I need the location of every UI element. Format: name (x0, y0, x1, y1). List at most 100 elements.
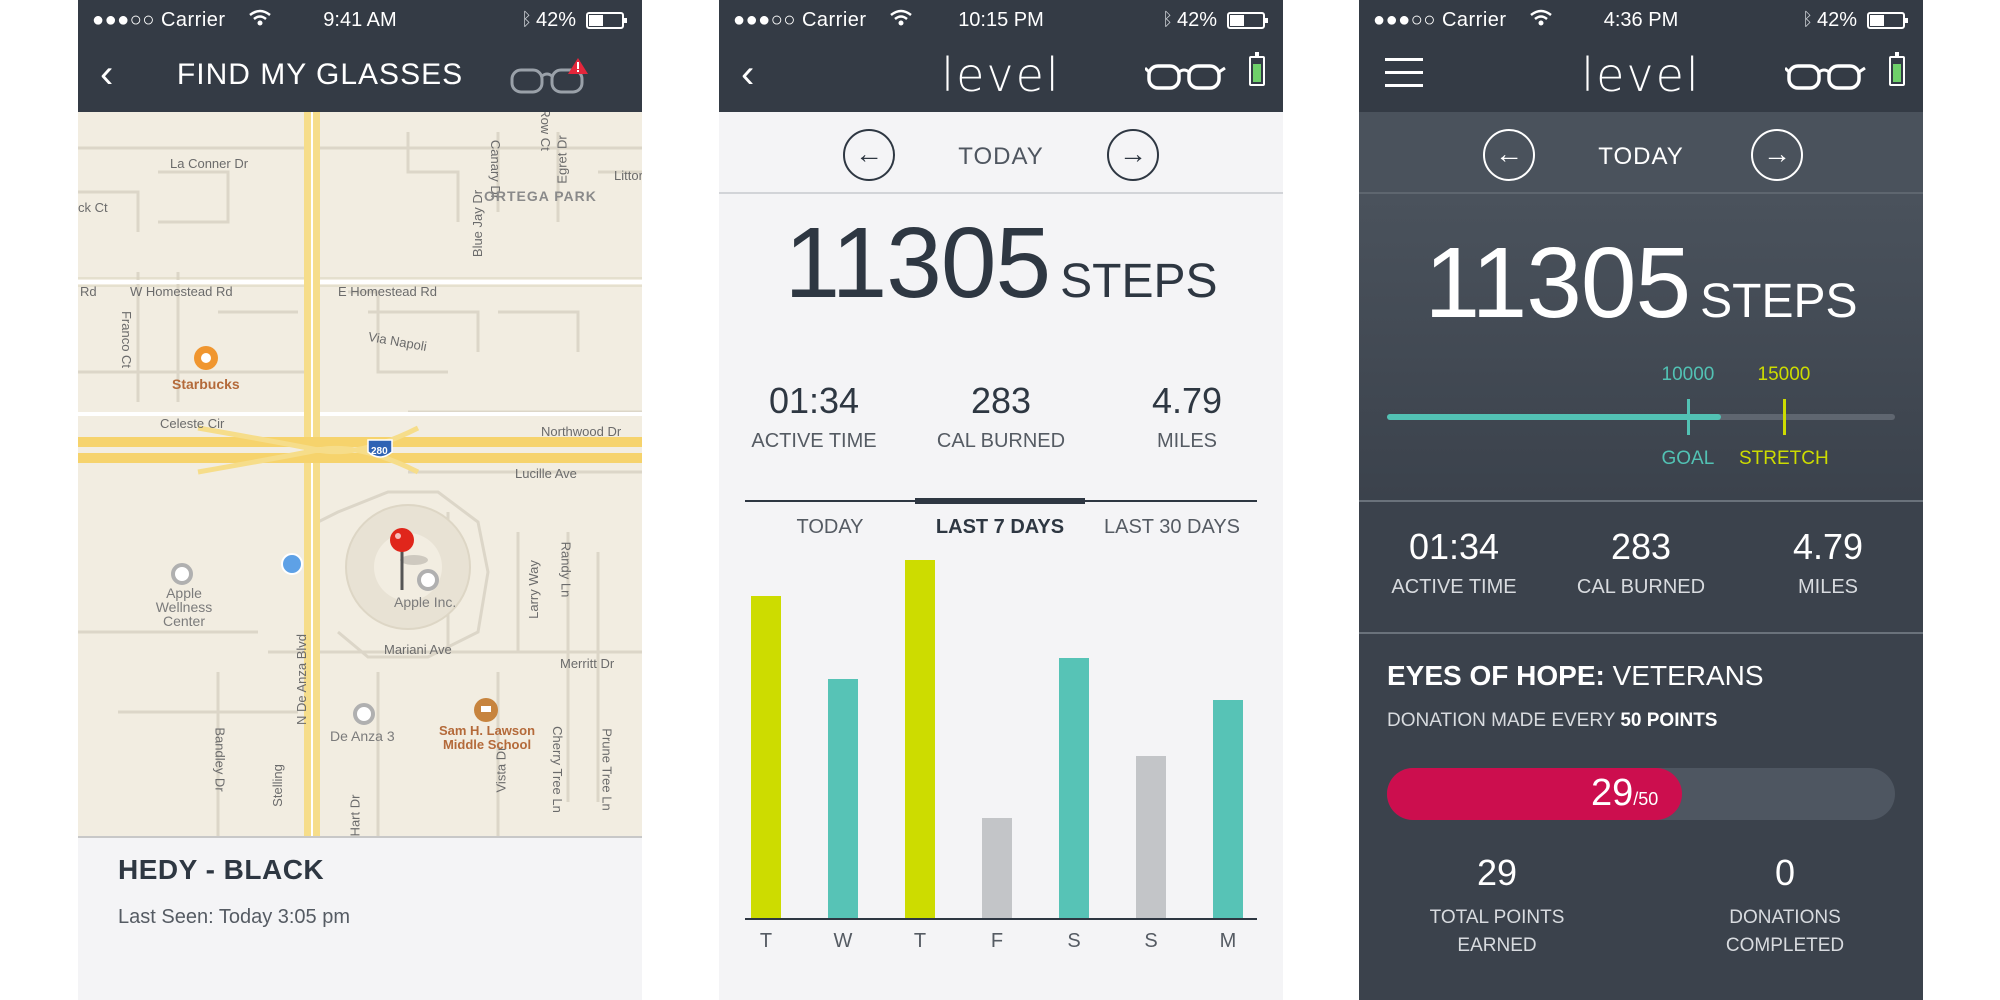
stat-label: ACTIVE TIME (1391, 576, 1517, 598)
stat-value: 01:34 (768, 380, 860, 421)
street-label: Lucille Ave (515, 466, 577, 481)
total-points-earned: 29 TOTAL POINTS EARNED (1387, 852, 1607, 960)
poi-label-starbucks[interactable]: Starbucks (172, 376, 240, 392)
street-label: Egret Dr (554, 135, 570, 184)
chart-bar[interactable] (828, 679, 858, 918)
stat-calories: 283 CAL BURNED (906, 380, 1096, 453)
bluetooth-icon: ᛒ (1802, 9, 1813, 29)
steps-bar-chart (745, 560, 1257, 920)
stat-label: MILES (1156, 430, 1218, 452)
tab-last-30-days[interactable]: LAST 30 DAYS (1104, 516, 1240, 538)
clock: 4:36 PM (1603, 9, 1679, 31)
street-label: Cherry Tree Ln (549, 726, 565, 813)
steps-unit: STEPS (1700, 275, 1858, 328)
stat-value: 4.79 (1792, 526, 1864, 567)
street-label: Northwood Dr (541, 424, 622, 439)
stretch-value: 15000 (1757, 364, 1811, 385)
next-day-button[interactable]: → (1107, 129, 1159, 181)
chart-bar[interactable] (1136, 756, 1166, 918)
map-view[interactable]: La Conner Dr W Homestead Rd E Homestead … (78, 112, 642, 836)
battery-icon (1227, 12, 1268, 29)
stat-miles: 4.79 MILES (1733, 526, 1923, 599)
points-progress-label: 29/50 (1591, 772, 1658, 815)
prev-day-button[interactable]: ← (1483, 129, 1535, 181)
campaign-title: EYES OF HOPE: VETERANS (1387, 660, 1764, 692)
carrier-label: ●●●○○ Carrier (1373, 9, 1507, 31)
poi-label-apple[interactable]: Apple Inc. (394, 594, 457, 610)
app-logo: level (1581, 48, 1701, 102)
chart-x-label: S (1144, 930, 1158, 952)
device-battery-icon (1249, 52, 1265, 86)
find-my-glasses-screen: ●●●○○ Carrier 9:41 AM ᛒ 42% ‹ FIND MY GL… (78, 0, 642, 1000)
device-battery-icon (1889, 52, 1905, 86)
highway-label: 280 (371, 446, 388, 457)
prev-day-button[interactable]: ← (843, 129, 895, 181)
tab-last-7-days[interactable]: LAST 7 DAYS (935, 516, 1065, 538)
goal-progress-fill (1387, 414, 1721, 420)
stat-value: 283 (970, 380, 1032, 421)
points-progress-fill (1387, 768, 1682, 820)
poi-label-de-anza[interactable]: De Anza 3 (330, 728, 395, 744)
chart-bar[interactable] (1059, 658, 1089, 918)
page-title: FIND MY GLASSES (176, 58, 464, 91)
stat-label: CAL BURNED (936, 430, 1066, 452)
street-label: Merritt Dr (560, 656, 615, 671)
battery-icon (586, 12, 627, 29)
donations-value: 0 (1774, 852, 1796, 893)
chart-bar[interactable] (751, 596, 781, 918)
chart-bar[interactable] (905, 560, 935, 918)
poi-label-wellness[interactable]: Apple Wellness Center (155, 585, 213, 629)
step-count: 11305 STEPS (719, 206, 1283, 321)
street-label: Littoral (614, 168, 642, 183)
chart-bar[interactable] (982, 818, 1012, 918)
hamburger-menu-icon[interactable] (1385, 58, 1423, 88)
street-label: N De Anza Blvd (294, 633, 310, 726)
street-label: Mariani Ave (384, 642, 452, 657)
date-label: TODAY (958, 143, 1044, 170)
bluetooth-icon: ᛒ (521, 9, 532, 29)
wifi-icon (248, 9, 272, 33)
chart-x-label: M (1219, 930, 1237, 952)
street-label: ck Ct (78, 200, 108, 215)
area-label: ORTEGA PARK (484, 188, 597, 204)
activity-chart-screen: ●●●○○ Carrier 10:15 PM ᛒ 42% ‹ level ← T… (719, 0, 1283, 1000)
street-label: Larry Way (525, 560, 541, 619)
poi-label-school[interactable]: Sam H. Lawson Middle School (438, 723, 536, 752)
nav-bar: ‹ level (719, 40, 1283, 112)
next-day-button[interactable]: → (1751, 129, 1803, 181)
campaign-title-bold: EYES OF HOPE: (1387, 660, 1605, 691)
street-label: E Homestead Rd (338, 284, 437, 299)
street-label: W Homestead Rd (130, 284, 233, 299)
donations-completed: 0 DONATIONS COMPLETED (1675, 852, 1895, 960)
chart-x-label: F (990, 930, 1004, 952)
steps-value: 11305 (784, 207, 1051, 319)
chart-baseline (745, 918, 1257, 920)
glasses-icon[interactable] (1143, 58, 1229, 97)
back-button[interactable]: ‹ (100, 52, 114, 96)
stat-label: ACTIVE TIME (751, 430, 877, 452)
donation-note-points: 50 POINTS (1620, 710, 1718, 731)
street-label: Row Ct (537, 112, 553, 151)
nav-bar: ‹ FIND MY GLASSES (78, 40, 642, 112)
street-label: Prune Tree Ln (599, 728, 615, 811)
total-points-label: TOTAL POINTS EARNED (1387, 904, 1607, 960)
app-logo: level (941, 48, 1061, 102)
back-button[interactable]: ‹ (741, 52, 755, 96)
street-label: La Conner Dr (170, 156, 249, 171)
donation-progress-screen: ●●●○○ Carrier 4:36 PM ᛒ 42% level ← TODA… (1359, 0, 1923, 1000)
tab-today[interactable]: TODAY (796, 516, 864, 538)
stat-calories: 283 CAL BURNED (1546, 526, 1736, 599)
total-points-value: 29 (1476, 852, 1518, 893)
date-label: TODAY (1598, 143, 1684, 170)
steps-value: 11305 (1424, 227, 1691, 339)
last-seen: Last Seen: Today 3:05 pm (118, 906, 351, 928)
street-label: Vista Dr (493, 746, 509, 793)
chart-bar[interactable] (1213, 700, 1243, 918)
glasses-icon[interactable] (1783, 58, 1869, 97)
street-label: Hart Dr (347, 794, 363, 836)
device-info-panel: HEDY - BLACK Last Seen: Today 3:05 pm (78, 836, 642, 1000)
street-label: Blue Jay Dr (470, 189, 486, 258)
battery-percent: 42% (1176, 9, 1217, 31)
date-navigator: ← TODAY → (1359, 112, 1923, 194)
carrier-label: ●●●○○ Carrier (733, 9, 867, 31)
